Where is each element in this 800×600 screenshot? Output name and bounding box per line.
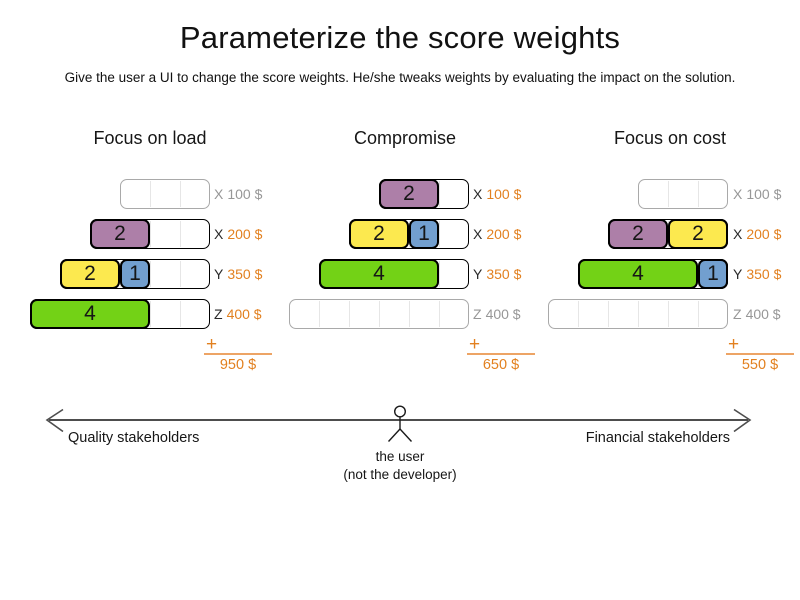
arrowhead-right-icon — [733, 408, 752, 433]
resource-cost: 400 $ — [226, 306, 262, 322]
capacity-bar — [548, 299, 728, 329]
panel-total: + 550 $ — [726, 335, 794, 373]
weight-block: 1 — [120, 259, 150, 289]
resource-cost: 350 $ — [486, 266, 522, 282]
total-cost: 550 $ — [741, 357, 779, 373]
resource-letter: Y — [473, 266, 483, 282]
resource-cost: 200 $ — [227, 226, 263, 242]
row-label: X 200 $ — [733, 226, 800, 242]
unit-gridline — [149, 181, 151, 207]
arrowhead-left-icon — [45, 408, 64, 433]
unit-gridline — [637, 301, 639, 327]
weight-block: 1 — [409, 219, 439, 249]
unit-gridline — [348, 301, 350, 327]
unit-gridline — [667, 301, 669, 327]
row-label: X 200 $ — [214, 226, 294, 242]
resource-letter: Y — [733, 266, 743, 282]
unit-gridline — [667, 181, 669, 207]
row-label: Y 350 $ — [733, 266, 800, 282]
row-label: X 100 $ — [214, 186, 294, 202]
resource-letter: X — [473, 186, 483, 202]
plus-icon: + — [467, 335, 535, 355]
unit-gridline — [697, 301, 699, 327]
row-label: Z 400 $ — [214, 306, 294, 322]
resource-cost: 400 $ — [485, 306, 521, 322]
resource-letter: X — [214, 186, 224, 202]
resource-cost: 350 $ — [227, 266, 263, 282]
panel-title-focus-on-load: Focus on load — [93, 128, 207, 148]
resource-cost: 200 $ — [486, 226, 522, 242]
unit-gridline — [378, 301, 380, 327]
capacity-bar — [120, 179, 210, 209]
user-label-line2: (not the developer) — [343, 467, 457, 482]
unit-gridline — [179, 301, 181, 327]
resource-letter: Z — [473, 306, 482, 322]
plus-icon: + — [204, 335, 272, 355]
row-label: Z 400 $ — [733, 306, 800, 322]
user-label-line1: the user — [375, 449, 425, 464]
resource-letter: Y — [214, 266, 224, 282]
quality-stakeholders-label: Quality stakeholders — [68, 430, 200, 446]
resource-letter: X — [733, 226, 743, 242]
resource-cost: 100 $ — [227, 186, 263, 202]
unit-gridline — [179, 221, 181, 247]
weight-block: 2 — [349, 219, 409, 249]
row-label: Z 400 $ — [473, 306, 553, 322]
unit-gridline — [179, 261, 181, 287]
resource-letter: X — [733, 186, 743, 202]
unit-gridline — [577, 301, 579, 327]
weight-block: 2 — [60, 259, 120, 289]
row-label: X 100 $ — [733, 186, 800, 202]
resource-cost: 350 $ — [746, 266, 782, 282]
weight-block: 2 — [90, 219, 150, 249]
row-label: Y 350 $ — [473, 266, 553, 282]
row-label: X 200 $ — [473, 226, 553, 242]
unit-gridline — [408, 301, 410, 327]
page-title: Parameterize the score weights — [179, 20, 621, 55]
panel-title-compromise: Compromise — [353, 128, 457, 148]
panel-title-focus-on-cost: Focus on cost — [613, 128, 727, 148]
weight-block: 2 — [379, 179, 439, 209]
page-subtitle: Give the user a UI to change the score w… — [64, 70, 736, 85]
weight-block: 4 — [578, 259, 698, 289]
resource-cost: 200 $ — [746, 226, 782, 242]
resource-cost: 100 $ — [746, 186, 782, 202]
weight-block: 2 — [668, 219, 728, 249]
panel-total: + 950 $ — [204, 335, 272, 373]
total-cost: 650 $ — [482, 357, 520, 373]
unit-gridline — [179, 181, 181, 207]
unit-gridline — [438, 301, 440, 327]
weight-block: 4 — [319, 259, 439, 289]
weight-block: 2 — [608, 219, 668, 249]
panel-total: + 650 $ — [467, 335, 535, 373]
resource-letter: Z — [214, 306, 223, 322]
resource-cost: 100 $ — [486, 186, 522, 202]
user-actor-icon — [387, 405, 413, 442]
unit-gridline — [697, 181, 699, 207]
resource-letter: X — [214, 226, 224, 242]
unit-gridline — [318, 301, 320, 327]
resource-letter: X — [473, 226, 483, 242]
resource-cost: 400 $ — [745, 306, 781, 322]
weight-block: 1 — [698, 259, 728, 289]
weight-block: 4 — [30, 299, 150, 329]
plus-icon: + — [726, 335, 794, 355]
capacity-bar — [289, 299, 469, 329]
unit-gridline — [607, 301, 609, 327]
resource-letter: Z — [733, 306, 742, 322]
row-label: Y 350 $ — [214, 266, 294, 282]
row-label: X 100 $ — [473, 186, 553, 202]
capacity-bar — [638, 179, 728, 209]
financial-stakeholders-label: Financial stakeholders — [585, 430, 730, 446]
stakeholder-axis — [45, 405, 752, 442]
total-cost: 950 $ — [219, 357, 257, 373]
